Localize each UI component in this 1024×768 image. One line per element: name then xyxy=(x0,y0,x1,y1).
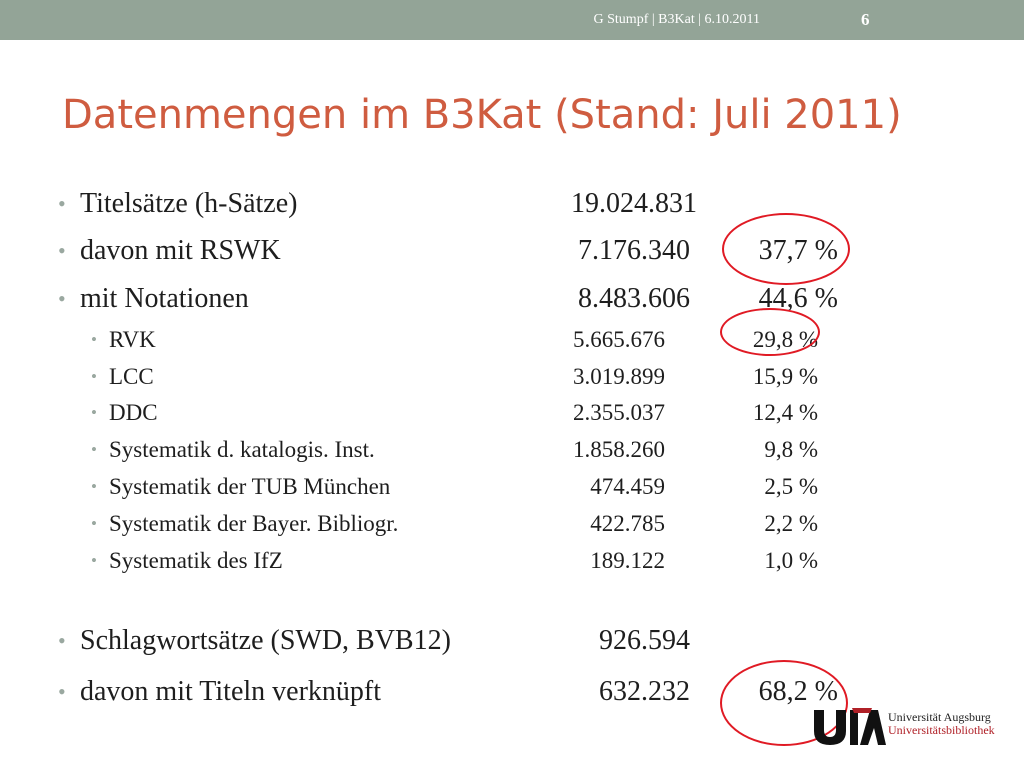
bullet-icon: • xyxy=(91,330,97,349)
bullet-icon: • xyxy=(58,679,66,704)
item-value: 7.176.340 xyxy=(578,235,690,266)
list-subitem: • LCC 3.019.899 15,9 % xyxy=(0,364,1024,400)
item-percent: 2,5 % xyxy=(764,474,818,499)
bullet-icon: • xyxy=(91,514,97,533)
list-subitem: • Systematik des IfZ 189.122 1,0 % xyxy=(0,548,1024,584)
item-percent: 12,4 % xyxy=(752,400,818,425)
item-value: 2.355.037 xyxy=(573,400,665,425)
item-percent: 2,2 % xyxy=(764,511,818,536)
slide-number: 6 xyxy=(861,10,870,29)
highlight-circle-rswk xyxy=(722,213,850,285)
footer-text: G Stumpf | B3Kat | 6.10.2011 xyxy=(593,12,760,27)
list-subitem: • Systematik d. katalogis. Inst. 1.858.2… xyxy=(0,437,1024,473)
bullet-icon: • xyxy=(58,191,66,216)
item-percent: 1,0 % xyxy=(764,548,818,573)
list-item: • Schlagwortsätze (SWD, BVB12) 926.594 xyxy=(0,625,1024,661)
list-item: • davon mit RSWK 7.176.340 37,7 % xyxy=(0,235,1024,271)
university-logo-icon xyxy=(814,708,886,745)
slide-title: Datenmengen im B3Kat (Stand: Juli 2011) xyxy=(62,92,902,138)
item-label: Systematik der Bayer. Bibliogr. xyxy=(109,511,399,536)
item-label: mit Notationen xyxy=(80,283,249,314)
item-value: 422.785 xyxy=(590,511,665,536)
list-subitem: • Systematik der TUB München 474.459 2,5… xyxy=(0,474,1024,510)
item-value: 474.459 xyxy=(590,474,665,499)
bullet-icon: • xyxy=(58,238,66,263)
logo-line-1: Universität Augsburg xyxy=(888,710,991,724)
item-label: Schlagwortsätze (SWD, BVB12) xyxy=(80,625,451,656)
bullet-icon: • xyxy=(91,367,97,386)
item-label: RVK xyxy=(109,327,156,352)
item-value: 19.024.831 xyxy=(571,188,697,219)
logo-text: Universität Augsburg Universitätsbibliot… xyxy=(888,711,995,737)
list-subitem: • DDC 2.355.037 12,4 % xyxy=(0,400,1024,436)
item-label: Systematik des IfZ xyxy=(109,548,283,573)
bullet-icon: • xyxy=(91,477,97,496)
item-label: davon mit Titeln verknüpft xyxy=(80,676,381,707)
item-label: davon mit RSWK xyxy=(80,235,281,266)
item-value: 3.019.899 xyxy=(573,364,665,389)
highlight-circle-verknuepft xyxy=(720,660,848,746)
item-value: 926.594 xyxy=(599,625,690,656)
bullet-icon: • xyxy=(91,403,97,422)
list-subitem: • Systematik der Bayer. Bibliogr. 422.78… xyxy=(0,511,1024,547)
item-value: 1.858.260 xyxy=(573,437,665,462)
item-label: Titelsätze (h-Sätze) xyxy=(80,188,298,219)
bullet-icon: • xyxy=(58,628,66,653)
list-item: • Titelsätze (h-Sätze) 19.024.831 xyxy=(0,188,1024,224)
highlight-circle-rvk xyxy=(720,308,820,356)
logo-line-2: Universitätsbibliothek xyxy=(888,723,995,737)
bullet-icon: • xyxy=(91,551,97,570)
list-item: • mit Notationen 8.483.606 44,6 % xyxy=(0,283,1024,319)
item-label: DDC xyxy=(109,400,158,425)
item-label: Systematik der TUB München xyxy=(109,474,391,499)
item-percent: 9,8 % xyxy=(764,437,818,462)
list-subitem: • RVK 5.665.676 29,8 % xyxy=(0,327,1024,363)
top-bar: G Stumpf | B3Kat | 6.10.2011 6 xyxy=(0,0,1024,40)
bullet-icon: • xyxy=(91,440,97,459)
item-value: 632.232 xyxy=(599,676,690,707)
item-value: 189.122 xyxy=(590,548,665,573)
item-label: LCC xyxy=(109,364,154,389)
item-label: Systematik d. katalogis. Inst. xyxy=(109,437,375,462)
item-value: 5.665.676 xyxy=(573,327,665,352)
item-percent: 15,9 % xyxy=(752,364,818,389)
bullet-icon: • xyxy=(58,286,66,311)
item-value: 8.483.606 xyxy=(578,283,690,314)
